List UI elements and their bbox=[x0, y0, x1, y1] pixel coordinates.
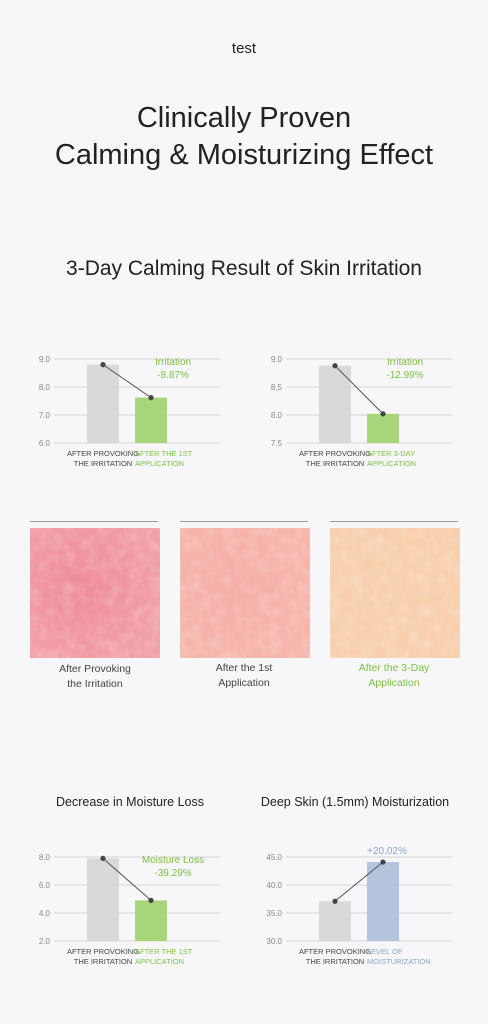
swatch-label-1st: After the 1st Application bbox=[169, 661, 319, 691]
category-label: MOISTURIZATION bbox=[367, 957, 431, 966]
skin-swatch-1st-application bbox=[180, 528, 310, 658]
swatch-label-line: Application bbox=[368, 677, 420, 689]
trend-line bbox=[334, 861, 384, 902]
category-label: AFTER PROVOKING bbox=[299, 449, 371, 458]
y-tick-label: 6.0 bbox=[39, 881, 51, 890]
change-annotation: -8.87% bbox=[157, 370, 189, 381]
category-label: APPLICATION bbox=[135, 459, 184, 468]
swatch-label-line: Application bbox=[218, 677, 270, 689]
bar bbox=[135, 900, 167, 941]
category-label: LEVEL OF bbox=[367, 947, 403, 956]
bar bbox=[367, 862, 399, 941]
y-tick-label: 30.0 bbox=[266, 937, 282, 946]
trend-line bbox=[334, 365, 384, 415]
bar bbox=[135, 397, 167, 443]
data-point bbox=[332, 898, 338, 904]
skin-texture bbox=[180, 528, 310, 658]
swatch-label-line: After the 3-Day bbox=[358, 662, 430, 674]
category-label: THE IRRITATION bbox=[74, 459, 132, 468]
category-label: AFTER THE 1ST bbox=[135, 449, 193, 458]
y-tick-label: 45.0 bbox=[266, 853, 282, 862]
y-tick-label: 6.0 bbox=[39, 439, 51, 448]
data-point bbox=[148, 395, 154, 401]
category-label: AFTER PROVOKING bbox=[67, 449, 139, 458]
y-tick-label: 8.5 bbox=[271, 383, 283, 392]
change-annotation: Irritation bbox=[387, 357, 423, 368]
category-label: APPLICATION bbox=[135, 957, 184, 966]
skin-texture bbox=[30, 528, 160, 658]
y-tick-label: 40.0 bbox=[266, 881, 282, 890]
y-tick-label: 9.0 bbox=[271, 355, 283, 364]
bar bbox=[87, 858, 119, 941]
y-tick-label: 9.0 bbox=[39, 355, 51, 364]
y-tick-label: 4.0 bbox=[39, 909, 51, 918]
change-annotation: Moisture Loss bbox=[142, 855, 204, 866]
bar bbox=[87, 364, 119, 443]
headline-line-1: Clinically Proven bbox=[136, 102, 352, 134]
trend-line bbox=[102, 364, 152, 399]
category-label: APPLICATION bbox=[367, 459, 416, 468]
bar bbox=[319, 901, 351, 941]
category-label: AFTER 3-DAY bbox=[367, 449, 415, 458]
trend-line bbox=[102, 858, 152, 901]
data-point bbox=[332, 363, 338, 369]
y-tick-label: 8.0 bbox=[39, 853, 51, 862]
change-annotation: -39.29% bbox=[154, 868, 191, 879]
y-tick-label: 8.0 bbox=[271, 411, 283, 420]
category-label: AFTER PROVOKING bbox=[299, 947, 371, 956]
y-tick-label: 7.5 bbox=[271, 439, 283, 448]
category-label: AFTER PROVOKING bbox=[67, 947, 139, 956]
y-tick-label: 2.0 bbox=[39, 937, 51, 946]
category-label: THE IRRITATION bbox=[306, 957, 364, 966]
change-annotation: +20.02% bbox=[367, 846, 407, 857]
deep-moisturization-title: Deep Skin (1.5mm) Moisturization bbox=[260, 795, 450, 809]
swatch-divider-1 bbox=[30, 521, 158, 522]
headline-line-2: Calming & Moisturizing Effect bbox=[54, 139, 434, 171]
category-label: THE IRRITATION bbox=[74, 957, 132, 966]
brand-name: test bbox=[231, 40, 257, 57]
change-annotation: Irritation bbox=[155, 357, 191, 368]
data-point bbox=[380, 411, 386, 417]
data-point bbox=[100, 855, 106, 861]
bar bbox=[319, 365, 351, 443]
data-point bbox=[380, 859, 386, 865]
swatch-divider-2 bbox=[180, 521, 308, 522]
y-tick-label: 7.0 bbox=[39, 411, 51, 420]
skin-swatch-3day-application bbox=[330, 528, 460, 658]
data-point bbox=[100, 362, 106, 368]
category-label: AFTER THE 1ST bbox=[135, 947, 193, 956]
swatch-label-line: the Irritation bbox=[67, 678, 123, 690]
swatch-divider-3 bbox=[330, 521, 458, 522]
swatch-label-line: After the 1st bbox=[215, 662, 273, 674]
y-tick-label: 35.0 bbox=[266, 909, 282, 918]
swatch-label-provoked: After Provoking the Irritation bbox=[20, 662, 170, 692]
skin-texture bbox=[330, 528, 460, 658]
swatch-label-3day: After the 3-Day Application bbox=[319, 661, 469, 691]
swatch-label-line: After Provoking bbox=[59, 663, 131, 675]
moisture-loss-title: Decrease in Moisture Loss bbox=[56, 795, 204, 809]
category-label: THE IRRITATION bbox=[306, 459, 364, 468]
headline: Clinically Proven Calming & Moisturizing… bbox=[0, 100, 488, 174]
change-annotation: -12.99% bbox=[386, 370, 423, 381]
section-title: 3-Day Calming Result of Skin Irritation bbox=[66, 257, 422, 280]
bar bbox=[367, 413, 399, 443]
skin-swatch-provoked bbox=[30, 528, 160, 658]
data-point bbox=[148, 897, 154, 903]
y-tick-label: 8.0 bbox=[39, 383, 51, 392]
